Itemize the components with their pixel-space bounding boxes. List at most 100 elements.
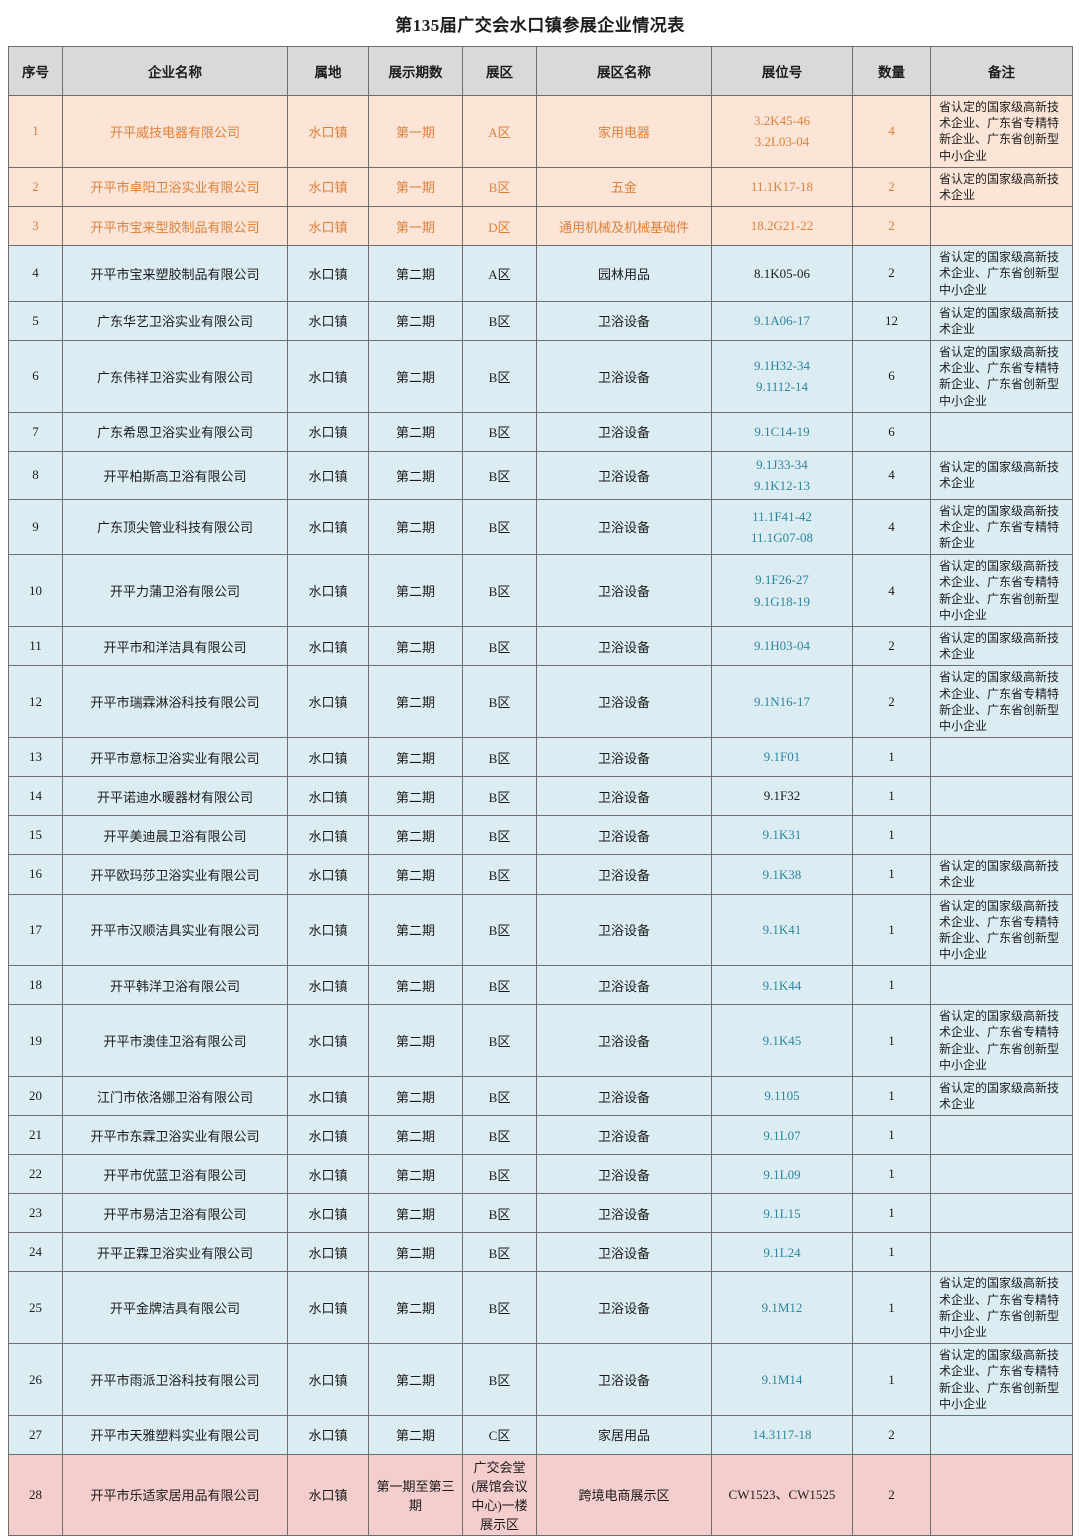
- booth-number: 9.1K38: [762, 866, 802, 882]
- cell-zone: B区: [462, 1115, 537, 1156]
- cell-zone: B区: [462, 965, 537, 1006]
- column-header-zone-name: 展区名称: [536, 46, 712, 96]
- cell-company-name: 开平市和洋洁具有限公司: [62, 625, 288, 667]
- cell-company-name: 江门市依洛娜卫浴有限公司: [62, 1075, 288, 1117]
- cell-booth: 9.1K45: [711, 1004, 853, 1077]
- cell-company-name: 开平正霖卫浴实业有限公司: [62, 1232, 288, 1273]
- cell-quantity: 1: [852, 854, 931, 895]
- table-row: 13 开平市意标卫浴实业有限公司 水口镇 第二期 B区 卫浴设备 9.1F01 …: [8, 737, 1073, 778]
- cell-remark: [930, 776, 1073, 817]
- cell-company-name: 广东希恩卫浴实业有限公司: [62, 411, 288, 452]
- cell-zone: B区: [462, 340, 537, 413]
- table-row: 26 开平市雨派卫浴科技有限公司 水口镇 第二期 B区 卫浴设备 9.1M14 …: [8, 1343, 1073, 1416]
- cell-town: 水口镇: [287, 1414, 369, 1455]
- cell-town: 水口镇: [287, 1115, 369, 1156]
- cell-company-name: 开平市易洁卫浴有限公司: [62, 1193, 288, 1234]
- cell-town: 水口镇: [287, 1193, 369, 1234]
- booth-number: 9.1K44: [762, 977, 802, 993]
- cell-quantity: 1: [852, 1271, 931, 1345]
- cell-period: 第二期: [368, 245, 463, 302]
- cell-serial: 7: [8, 411, 63, 452]
- cell-town: 水口镇: [287, 815, 369, 856]
- table-row: 14 开平诺迪水暖器材有限公司 水口镇 第二期 B区 卫浴设备 9.1F32 1: [8, 776, 1073, 817]
- cell-quantity: 4: [852, 95, 931, 168]
- cell-period: 第二期: [368, 411, 463, 452]
- cell-period: 第二期: [368, 498, 463, 556]
- booth-number: CW1523、CW1525: [728, 1487, 836, 1503]
- cell-period: 第一期: [368, 166, 463, 208]
- cell-booth: 9.1105: [711, 1075, 853, 1117]
- column-header-zone: 展区: [462, 46, 537, 96]
- cell-zone-name: 跨境电商展示区: [536, 1453, 712, 1536]
- cell-period: 第二期: [368, 1232, 463, 1273]
- cell-quantity: 1: [852, 893, 931, 967]
- cell-company-name: 开平市天雅塑料实业有限公司: [62, 1414, 288, 1455]
- booth-number: 9.1K45: [762, 1032, 802, 1048]
- cell-zone-name: 通用机械及机械基础件: [536, 206, 712, 247]
- cell-serial: 4: [8, 245, 63, 302]
- cell-quantity: 1: [852, 1075, 931, 1117]
- header-row: 序号 企业名称 属地 展示期数 展区 展区名称 展位号 数量 备注: [8, 46, 1073, 96]
- cell-zone-name: 卫浴设备: [536, 1115, 712, 1156]
- booth-number: 9.1K31: [762, 827, 802, 843]
- cell-remark: [930, 815, 1073, 856]
- booth-number: 9.1L24: [763, 1244, 801, 1260]
- column-header-quantity: 数量: [852, 46, 931, 96]
- booth-number: 11.1G07-08: [751, 529, 813, 545]
- cell-remark: [930, 1232, 1073, 1273]
- booth-number: 9.1105: [764, 1088, 800, 1104]
- booth-number: 9.1K41: [762, 922, 802, 938]
- cell-serial: 13: [8, 737, 63, 778]
- cell-remark: [930, 1453, 1073, 1536]
- cell-period: 第二期: [368, 854, 463, 895]
- cell-remark: [930, 206, 1073, 247]
- cell-town: 水口镇: [287, 965, 369, 1006]
- cell-booth: 11.1K17-18: [711, 166, 853, 208]
- table-row: 16 开平欧玛莎卫浴实业有限公司 水口镇 第二期 B区 卫浴设备 9.1K38 …: [8, 854, 1073, 895]
- cell-town: 水口镇: [287, 776, 369, 817]
- booth-number: 9.1M14: [761, 1371, 803, 1387]
- cell-zone-name: 卫浴设备: [536, 625, 712, 667]
- cell-zone-name: 卫浴设备: [536, 665, 712, 739]
- cell-serial: 23: [8, 1193, 63, 1234]
- cell-booth: 9.1L15: [711, 1193, 853, 1234]
- booth-number: 8.1K05-06: [754, 265, 810, 281]
- page-title: 第135届广交会水口镇参展企业情况表: [395, 15, 685, 35]
- cell-serial: 14: [8, 776, 63, 817]
- cell-period: 第二期: [368, 1115, 463, 1156]
- cell-zone: B区: [462, 737, 537, 778]
- cell-period: 第二期: [368, 1154, 463, 1195]
- table-row: 11 开平市和洋洁具有限公司 水口镇 第二期 B区 卫浴设备 9.1H03-04…: [8, 625, 1073, 667]
- cell-zone-name: 卫浴设备: [536, 737, 712, 778]
- cell-company-name: 开平市意标卫浴实业有限公司: [62, 737, 288, 778]
- cell-town: 水口镇: [287, 206, 369, 247]
- cell-serial: 3: [8, 206, 63, 247]
- cell-period: 第二期: [368, 450, 463, 500]
- cell-zone: B区: [462, 1271, 537, 1345]
- cell-booth: 9.1L24: [711, 1232, 853, 1273]
- table-row: 12 开平市瑞霖淋浴科技有限公司 水口镇 第二期 B区 卫浴设备 9.1N16-…: [8, 665, 1073, 739]
- cell-period: 第二期: [368, 554, 463, 627]
- cell-booth: 9.1H03-04: [711, 625, 853, 667]
- cell-remark: 省认定的国家级高新技术企业、广东省专精特新企业、广东省创新型中小企业: [930, 665, 1073, 739]
- cell-booth: 9.1M12: [711, 1271, 853, 1345]
- cell-remark: 省认定的国家级高新技术企业: [930, 854, 1073, 895]
- table-header: 序号 企业名称 属地 展示期数 展区 展区名称 展位号 数量 备注: [8, 46, 1073, 96]
- cell-company-name: 开平韩洋卫浴有限公司: [62, 965, 288, 1006]
- cell-period: 第二期: [368, 1193, 463, 1234]
- cell-company-name: 广东伟祥卫浴实业有限公司: [62, 340, 288, 413]
- cell-town: 水口镇: [287, 245, 369, 302]
- cell-town: 水口镇: [287, 1004, 369, 1077]
- cell-town: 水口镇: [287, 665, 369, 739]
- cell-remark: [930, 411, 1073, 452]
- table-row: 20 江门市依洛娜卫浴有限公司 水口镇 第二期 B区 卫浴设备 9.1105 1…: [8, 1075, 1073, 1117]
- cell-period: 第二期: [368, 1004, 463, 1077]
- cell-company-name: 开平市宝来型胶制品有限公司: [62, 206, 288, 247]
- cell-quantity: 2: [852, 245, 931, 302]
- cell-zone-name: 卫浴设备: [536, 776, 712, 817]
- table-row: 18 开平韩洋卫浴有限公司 水口镇 第二期 B区 卫浴设备 9.1K44 1: [8, 965, 1073, 1006]
- booth-number: 11.1F41-42: [752, 508, 812, 524]
- cell-serial: 19: [8, 1004, 63, 1077]
- cell-zone: B区: [462, 554, 537, 627]
- cell-zone: B区: [462, 665, 537, 739]
